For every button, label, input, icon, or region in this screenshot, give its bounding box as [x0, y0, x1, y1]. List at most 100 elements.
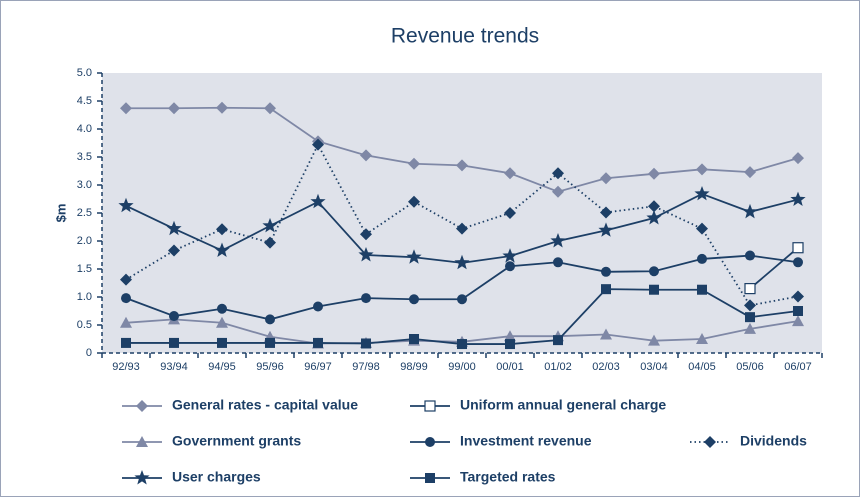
x-tick-label: 96/97	[304, 361, 332, 373]
marker	[649, 284, 659, 295]
legend-label: Investment revenue	[460, 433, 592, 449]
marker	[264, 102, 276, 115]
marker	[216, 101, 228, 114]
marker	[360, 149, 372, 162]
marker	[600, 206, 612, 219]
marker	[744, 166, 756, 179]
marker	[313, 337, 323, 348]
marker	[136, 436, 148, 447]
marker	[553, 257, 563, 268]
marker	[454, 254, 470, 270]
marker	[600, 172, 612, 185]
marker	[361, 293, 371, 304]
y-tick-label: 0.5	[77, 319, 92, 331]
legend-label: Uniform annual general charge	[460, 397, 666, 413]
x-tick-label: 02/03	[592, 361, 620, 373]
y-tick-label: 4.5	[77, 95, 92, 107]
marker	[216, 316, 228, 328]
marker	[408, 157, 420, 170]
marker	[744, 283, 756, 295]
x-tick-label: 95/96	[256, 361, 284, 373]
marker	[649, 266, 659, 277]
marker	[792, 315, 804, 327]
y-tick-label: 3.0	[77, 179, 92, 191]
chart-title: Revenue trends	[391, 25, 539, 48]
marker	[552, 167, 564, 180]
marker	[360, 228, 372, 241]
marker	[166, 220, 182, 236]
marker	[792, 242, 804, 254]
marker	[790, 191, 806, 206]
legend-label: Government grants	[172, 433, 301, 449]
marker	[118, 197, 134, 213]
marker	[704, 436, 716, 448]
legend-label: General rates - capital value	[172, 397, 358, 413]
x-tick-label: 92/93	[112, 361, 140, 373]
marker	[793, 306, 803, 316]
x-tick-label: 93/94	[160, 361, 188, 373]
marker	[169, 337, 179, 348]
marker	[425, 473, 435, 483]
marker	[745, 250, 755, 261]
marker	[646, 210, 662, 225]
marker	[601, 284, 611, 295]
marker	[552, 185, 564, 198]
x-tick-label: 05/06	[736, 361, 764, 373]
marker	[648, 200, 660, 213]
marker	[120, 102, 132, 115]
marker	[313, 301, 323, 312]
y-tick-label: 1.5	[77, 263, 92, 275]
marker	[120, 316, 132, 328]
marker	[744, 322, 756, 334]
marker	[792, 152, 804, 165]
marker	[504, 330, 516, 342]
marker	[742, 203, 758, 219]
x-tick-label: 94/95	[208, 361, 236, 373]
marker	[262, 217, 278, 233]
marker	[217, 303, 227, 314]
marker	[214, 242, 230, 257]
marker	[792, 290, 804, 303]
marker	[136, 400, 148, 412]
marker	[168, 244, 180, 257]
x-tick-label: 98/99	[400, 361, 428, 373]
marker	[696, 333, 708, 344]
marker	[134, 470, 150, 485]
marker	[600, 328, 612, 340]
marker	[216, 223, 228, 236]
marker	[120, 273, 132, 286]
x-tick-label: 01/02	[544, 361, 572, 373]
marker	[745, 312, 755, 323]
marker	[409, 294, 419, 305]
marker	[456, 222, 468, 235]
legend-label: Targeted rates	[460, 469, 556, 485]
marker	[598, 222, 614, 237]
marker	[502, 248, 518, 263]
marker	[169, 311, 179, 322]
marker	[312, 138, 324, 151]
legend-label: User charges	[172, 469, 261, 485]
marker	[424, 400, 436, 412]
marker	[217, 337, 227, 348]
marker	[648, 334, 660, 346]
marker	[409, 334, 419, 344]
y-tick-label: 3.5	[77, 151, 92, 163]
y-tick-label: 2.0	[77, 235, 92, 247]
x-tick-label: 97/98	[352, 361, 380, 373]
marker	[648, 167, 660, 180]
y-tick-label: 0	[86, 347, 92, 359]
x-tick-label: 03/04	[640, 361, 668, 373]
marker	[265, 337, 275, 348]
x-tick-label: 06/07	[784, 361, 812, 373]
y-axis-label: $m	[53, 204, 68, 223]
marker	[457, 294, 467, 305]
marker	[744, 299, 756, 312]
marker	[504, 207, 516, 219]
marker	[358, 247, 374, 262]
y-tick-label: 1.0	[77, 291, 92, 303]
marker	[121, 293, 131, 304]
marker	[696, 222, 708, 235]
legend-label: Dividends	[740, 433, 807, 449]
